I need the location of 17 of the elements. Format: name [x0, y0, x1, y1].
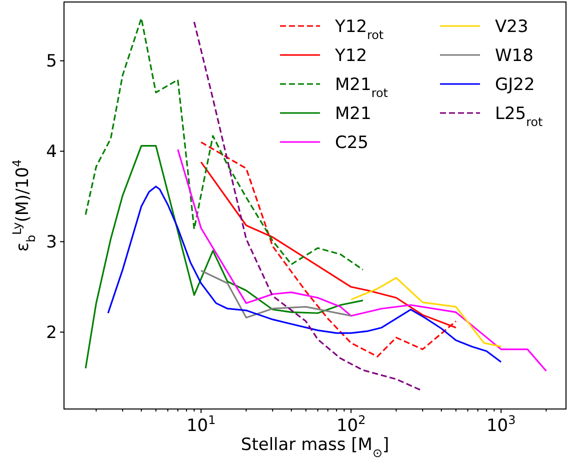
legend-label: L25$_{rot}$: [495, 104, 544, 129]
legend-label: V23: [495, 16, 528, 37]
legend-label: GJ22: [495, 74, 535, 95]
legend-label: W18: [495, 46, 534, 66]
legend-label: M21$_{rot}$: [335, 74, 388, 100]
x-tick-label: 10$^{1}$: [186, 413, 216, 436]
legend-label: C25: [335, 132, 369, 153]
x-tick-label: 10$^{3}$: [486, 413, 516, 436]
legend-label: Y12: [334, 46, 368, 66]
x-tick-label: 10$^{2}$: [336, 413, 366, 436]
y-tick-label: 2: [46, 323, 57, 344]
legend-label: Y12$_{rot}$: [334, 16, 384, 42]
y-tick-label: 3: [46, 232, 57, 253]
y-tick-label: 5: [46, 52, 57, 72]
x-axis-title: Stellar mass [M$_{⊙}$]: [240, 435, 390, 460]
legend-label: M21: [335, 104, 372, 124]
y-tick-label: 4: [46, 142, 57, 162]
